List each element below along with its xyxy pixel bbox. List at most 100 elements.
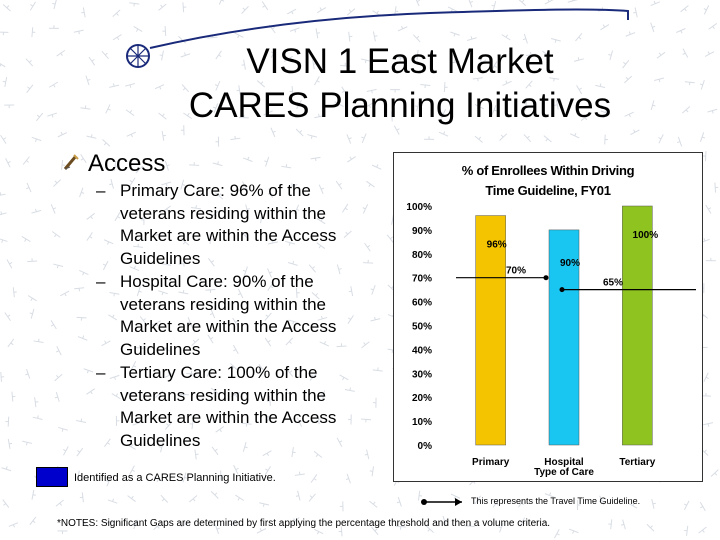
background-stroke: [162, 205, 171, 213]
background-stroke: [160, 494, 169, 503]
background-stroke: [263, 110, 273, 116]
background-stroke: [31, 136, 42, 142]
background-stroke: [230, 391, 241, 398]
background-stroke: [624, 75, 633, 84]
background-stroke: [245, 204, 250, 215]
background-stroke: [182, 2, 187, 13]
background-stroke: [361, 133, 367, 143]
background-stroke: [315, 28, 320, 39]
title-line-2: CARES Planning Initiatives: [188, 86, 612, 125]
background-stroke: [101, 50, 109, 60]
background-stroke: [267, 281, 274, 291]
background-stroke: [474, 495, 482, 505]
background-stroke: [364, 102, 374, 109]
background-stroke: [206, 367, 213, 377]
background-stroke: [80, 105, 91, 110]
background-stroke: [650, 100, 656, 111]
background-stroke: [81, 519, 89, 528]
background-stroke: [212, 161, 223, 167]
background-stroke: [133, 26, 143, 33]
background-stroke: [108, 314, 118, 321]
background-stroke: [364, 449, 370, 460]
background-stroke: [370, 316, 381, 322]
background-stroke: [54, 373, 63, 382]
background-stroke: [390, 89, 401, 93]
background-stroke: [308, 264, 317, 273]
background-stroke: [308, 493, 316, 502]
background-stroke: [0, 134, 7, 144]
background-stroke: [77, 470, 82, 481]
background-stroke: [684, 525, 689, 536]
background-stroke: [241, 6, 249, 14]
background-stroke: [218, 0, 225, 5]
background-stroke: [625, 31, 636, 37]
background-stroke: [81, 7, 86, 18]
chart-title-line-2: Time Guideline, FY01: [485, 183, 611, 198]
background-stroke: [50, 204, 57, 214]
background-stroke: [646, 523, 655, 532]
background-stroke: [550, 38, 561, 43]
background-stroke: [371, 164, 382, 170]
background-stroke: [285, 240, 296, 246]
background-stroke: [186, 317, 193, 327]
background-stroke: [194, 449, 199, 460]
background-stroke: [474, 103, 485, 110]
background-stroke: [335, 180, 343, 190]
background-stroke: [191, 338, 200, 346]
background-stroke: [215, 136, 220, 147]
background-stroke: [7, 338, 15, 348]
background-stroke: [340, 62, 351, 67]
background-stroke: [212, 103, 219, 113]
background-stroke: [684, 81, 695, 86]
background-stroke: [600, 24, 610, 31]
background-stroke: [242, 156, 253, 162]
background-stroke: [714, 182, 719, 193]
background-stroke: [699, 79, 705, 90]
background-stroke: [705, 204, 712, 214]
background-stroke: [544, 492, 555, 498]
background-stroke: [518, 0, 527, 6]
background-stroke: [102, 260, 109, 271]
background-stroke: [164, 372, 175, 378]
background-stroke: [12, 287, 17, 298]
background-stroke: [5, 416, 10, 427]
background-stroke: [109, 83, 120, 88]
background-stroke: [114, 211, 121, 222]
x-axis-title: Type of Care: [534, 467, 594, 478]
background-stroke: [309, 372, 318, 381]
background-stroke: [576, 499, 581, 510]
background-stroke: [189, 419, 194, 430]
background-stroke: [348, 31, 353, 42]
sub-bullet-dash: –: [96, 181, 106, 200]
background-stroke: [180, 125, 185, 136]
background-stroke: [339, 501, 344, 512]
background-stroke: [256, 528, 267, 534]
background-stroke: [415, 0, 421, 7]
background-stroke: [186, 370, 197, 375]
background-stroke: [183, 112, 192, 119]
background-stroke: [0, 31, 9, 36]
background-stroke: [164, 160, 170, 171]
background-stroke: [235, 494, 245, 501]
background-stroke: [604, 134, 608, 145]
background-stroke: [266, 413, 274, 423]
sub-bullet-text: Hospital Care: 90% of the veterans resid…: [120, 272, 337, 359]
background-stroke: [317, 414, 322, 425]
background-stroke: [29, 516, 37, 526]
background-stroke: [230, 135, 241, 141]
background-stroke: [654, 77, 665, 83]
background-stroke: [314, 76, 320, 86]
background-stroke: [425, 525, 434, 533]
background-stroke: [414, 49, 419, 60]
background-stroke: [83, 368, 94, 374]
title-line-1: VISN 1 East Market: [246, 42, 554, 81]
background-stroke: [310, 156, 321, 162]
background-stroke: [33, 338, 44, 343]
background-stroke: [676, 28, 686, 34]
background-stroke: [270, 127, 276, 138]
slide-notes: *NOTES: Significant Gaps are determined …: [57, 518, 551, 529]
background-stroke: [207, 334, 214, 344]
background-stroke: [575, 33, 583, 42]
background-stroke: [316, 218, 326, 225]
enrollees-chart: % of Enrollees Within Driving Time Guide…: [393, 152, 703, 482]
